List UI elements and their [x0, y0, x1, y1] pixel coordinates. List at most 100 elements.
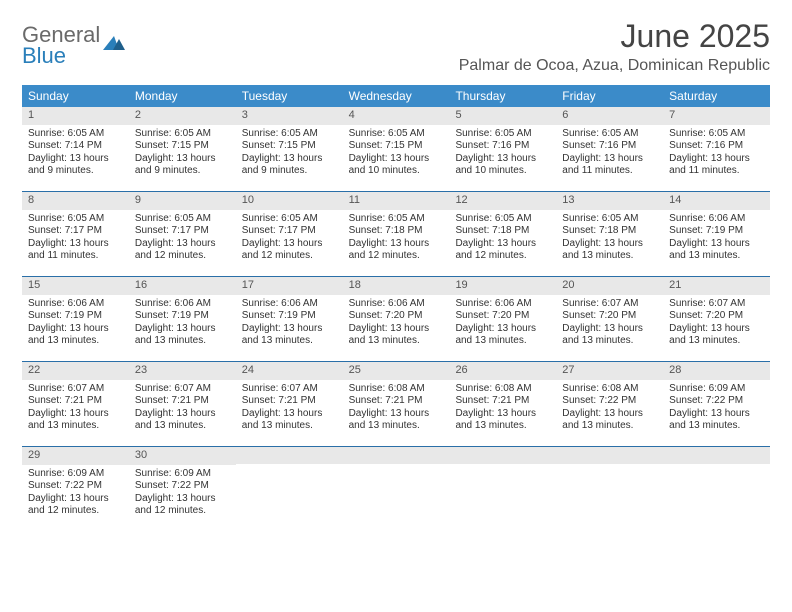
daylight-line: Daylight: 13 hours and 13 minutes.: [349, 323, 444, 348]
day-cell: 19Sunrise: 6:06 AMSunset: 7:20 PMDayligh…: [449, 277, 556, 361]
sunrise-line: Sunrise: 6:05 AM: [135, 128, 230, 141]
day-cell-body-empty: [343, 464, 450, 524]
day-number: 17: [236, 277, 343, 295]
sunset-line: Sunset: 7:20 PM: [669, 310, 764, 323]
day-number: 24: [236, 362, 343, 380]
daylight-line: Daylight: 13 hours and 11 minutes.: [669, 153, 764, 178]
sunrise-line: Sunrise: 6:05 AM: [28, 128, 123, 141]
day-cell-body: Sunrise: 6:05 AMSunset: 7:17 PMDaylight:…: [236, 210, 343, 267]
day-cell-body: Sunrise: 6:09 AMSunset: 7:22 PMDaylight:…: [22, 465, 129, 522]
day-header: Wednesday: [343, 85, 450, 107]
day-cell: 14Sunrise: 6:06 AMSunset: 7:19 PMDayligh…: [663, 192, 770, 276]
day-cell-body: Sunrise: 6:05 AMSunset: 7:14 PMDaylight:…: [22, 125, 129, 182]
day-cell: 7Sunrise: 6:05 AMSunset: 7:16 PMDaylight…: [663, 107, 770, 191]
daylight-line: Daylight: 13 hours and 11 minutes.: [28, 238, 123, 263]
day-header: Saturday: [663, 85, 770, 107]
day-number: 25: [343, 362, 450, 380]
day-cell: 20Sunrise: 6:07 AMSunset: 7:20 PMDayligh…: [556, 277, 663, 361]
sunrise-line: Sunrise: 6:07 AM: [242, 383, 337, 396]
title-block: June 2025 Palmar de Ocoa, Azua, Dominica…: [459, 18, 770, 75]
day-number: 7: [663, 107, 770, 125]
daylight-line: Daylight: 13 hours and 13 minutes.: [669, 323, 764, 348]
day-cell: 10Sunrise: 6:05 AMSunset: 7:17 PMDayligh…: [236, 192, 343, 276]
day-cell-body: Sunrise: 6:06 AMSunset: 7:20 PMDaylight:…: [449, 295, 556, 352]
day-header: Sunday: [22, 85, 129, 107]
sunrise-line: Sunrise: 6:05 AM: [28, 213, 123, 226]
sunrise-line: Sunrise: 6:05 AM: [455, 128, 550, 141]
day-number: 2: [129, 107, 236, 125]
day-cell-body: Sunrise: 6:07 AMSunset: 7:21 PMDaylight:…: [129, 380, 236, 437]
day-number: 12: [449, 192, 556, 210]
week-row: 15Sunrise: 6:06 AMSunset: 7:19 PMDayligh…: [22, 276, 770, 361]
day-cell: 21Sunrise: 6:07 AMSunset: 7:20 PMDayligh…: [663, 277, 770, 361]
day-cell: 26Sunrise: 6:08 AMSunset: 7:21 PMDayligh…: [449, 362, 556, 446]
sunset-line: Sunset: 7:21 PM: [349, 395, 444, 408]
day-number: 14: [663, 192, 770, 210]
day-number: 8: [22, 192, 129, 210]
sunset-line: Sunset: 7:15 PM: [349, 140, 444, 153]
sunrise-line: Sunrise: 6:08 AM: [455, 383, 550, 396]
day-cell: [556, 447, 663, 531]
day-number: 18: [343, 277, 450, 295]
day-number-empty: [343, 447, 450, 464]
sunset-line: Sunset: 7:16 PM: [669, 140, 764, 153]
day-cell: 11Sunrise: 6:05 AMSunset: 7:18 PMDayligh…: [343, 192, 450, 276]
day-cell-body-empty: [236, 464, 343, 524]
daylight-line: Daylight: 13 hours and 13 minutes.: [669, 238, 764, 263]
day-number: 3: [236, 107, 343, 125]
sunset-line: Sunset: 7:19 PM: [669, 225, 764, 238]
daylight-line: Daylight: 13 hours and 10 minutes.: [349, 153, 444, 178]
day-cell: 15Sunrise: 6:06 AMSunset: 7:19 PMDayligh…: [22, 277, 129, 361]
daylight-line: Daylight: 13 hours and 11 minutes.: [562, 153, 657, 178]
sunset-line: Sunset: 7:18 PM: [349, 225, 444, 238]
sunrise-line: Sunrise: 6:08 AM: [562, 383, 657, 396]
day-number: 22: [22, 362, 129, 380]
sunset-line: Sunset: 7:21 PM: [135, 395, 230, 408]
day-number: 11: [343, 192, 450, 210]
daylight-line: Daylight: 13 hours and 12 minutes.: [135, 493, 230, 518]
day-cell-body: Sunrise: 6:05 AMSunset: 7:18 PMDaylight:…: [343, 210, 450, 267]
day-cell: [343, 447, 450, 531]
day-cell-body: Sunrise: 6:05 AMSunset: 7:16 PMDaylight:…: [663, 125, 770, 182]
sunset-line: Sunset: 7:18 PM: [455, 225, 550, 238]
daylight-line: Daylight: 13 hours and 9 minutes.: [135, 153, 230, 178]
sunrise-line: Sunrise: 6:05 AM: [349, 128, 444, 141]
sunrise-line: Sunrise: 6:05 AM: [562, 213, 657, 226]
day-cell: [449, 447, 556, 531]
sunrise-line: Sunrise: 6:05 AM: [242, 128, 337, 141]
daylight-line: Daylight: 13 hours and 13 minutes.: [669, 408, 764, 433]
sunrise-line: Sunrise: 6:09 AM: [28, 468, 123, 481]
calendar: SundayMondayTuesdayWednesdayThursdayFrid…: [22, 85, 770, 531]
day-number: 16: [129, 277, 236, 295]
sunset-line: Sunset: 7:16 PM: [562, 140, 657, 153]
day-header: Thursday: [449, 85, 556, 107]
brand-logo: General Blue: [22, 24, 125, 66]
daylight-line: Daylight: 13 hours and 13 minutes.: [135, 323, 230, 348]
day-number: 6: [556, 107, 663, 125]
triangle-icon: [103, 34, 125, 57]
sunrise-line: Sunrise: 6:06 AM: [242, 298, 337, 311]
day-cell: 22Sunrise: 6:07 AMSunset: 7:21 PMDayligh…: [22, 362, 129, 446]
sunset-line: Sunset: 7:22 PM: [28, 480, 123, 493]
daylight-line: Daylight: 13 hours and 13 minutes.: [455, 323, 550, 348]
day-cell: 24Sunrise: 6:07 AMSunset: 7:21 PMDayligh…: [236, 362, 343, 446]
sunset-line: Sunset: 7:21 PM: [455, 395, 550, 408]
daylight-line: Daylight: 13 hours and 13 minutes.: [562, 323, 657, 348]
day-header-row: SundayMondayTuesdayWednesdayThursdayFrid…: [22, 85, 770, 107]
day-cell-body-empty: [556, 464, 663, 524]
day-cell-body: Sunrise: 6:05 AMSunset: 7:18 PMDaylight:…: [556, 210, 663, 267]
sunset-line: Sunset: 7:17 PM: [135, 225, 230, 238]
sunrise-line: Sunrise: 6:06 AM: [349, 298, 444, 311]
day-cell: 17Sunrise: 6:06 AMSunset: 7:19 PMDayligh…: [236, 277, 343, 361]
day-cell: [663, 447, 770, 531]
sunset-line: Sunset: 7:22 PM: [562, 395, 657, 408]
sunset-line: Sunset: 7:20 PM: [349, 310, 444, 323]
sunrise-line: Sunrise: 6:09 AM: [135, 468, 230, 481]
day-cell: [236, 447, 343, 531]
day-number: 19: [449, 277, 556, 295]
day-cell-body: Sunrise: 6:05 AMSunset: 7:16 PMDaylight:…: [449, 125, 556, 182]
sunset-line: Sunset: 7:22 PM: [669, 395, 764, 408]
daylight-line: Daylight: 13 hours and 13 minutes.: [242, 323, 337, 348]
sunset-line: Sunset: 7:19 PM: [135, 310, 230, 323]
day-number: 20: [556, 277, 663, 295]
